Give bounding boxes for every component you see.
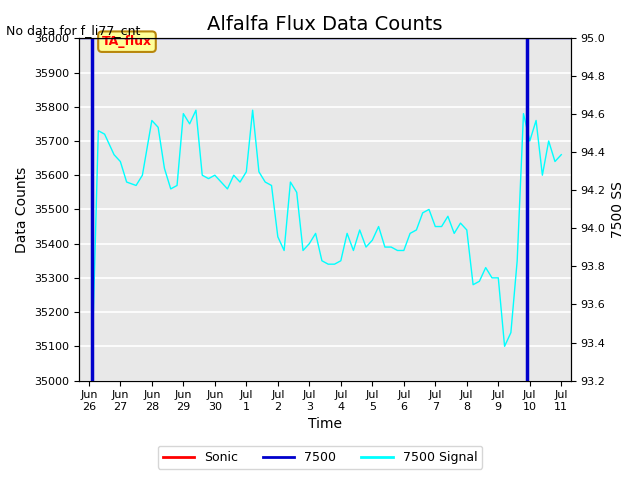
Text: No data for f_li77_cnt: No data for f_li77_cnt <box>6 24 141 37</box>
Text: TA_flux: TA_flux <box>102 35 152 48</box>
Legend: Sonic, 7500, 7500 Signal: Sonic, 7500, 7500 Signal <box>158 446 482 469</box>
X-axis label: Time: Time <box>308 418 342 432</box>
Y-axis label: Data Counts: Data Counts <box>15 166 29 252</box>
Title: Alfalfa Flux Data Counts: Alfalfa Flux Data Counts <box>207 15 443 34</box>
Y-axis label: 7500 SS: 7500 SS <box>611 181 625 238</box>
